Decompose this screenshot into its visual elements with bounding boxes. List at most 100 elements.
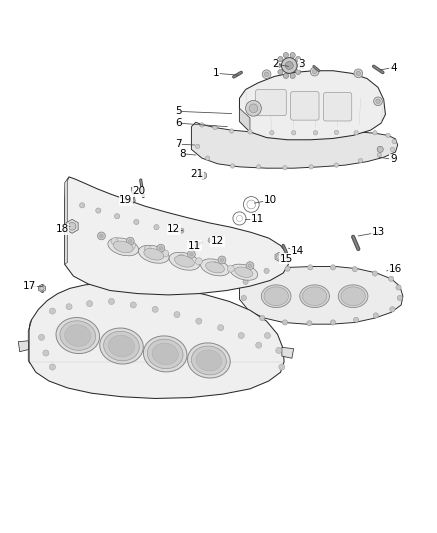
FancyBboxPatch shape: [323, 93, 352, 121]
Text: 12: 12: [211, 236, 224, 246]
Circle shape: [134, 219, 139, 224]
Text: 8: 8: [179, 149, 186, 159]
Circle shape: [200, 123, 204, 127]
Circle shape: [157, 244, 165, 252]
Circle shape: [276, 63, 281, 68]
Circle shape: [97, 232, 105, 240]
Ellipse shape: [235, 267, 253, 277]
Circle shape: [128, 242, 135, 249]
Ellipse shape: [147, 339, 183, 369]
Polygon shape: [275, 253, 283, 261]
Circle shape: [392, 139, 396, 144]
Circle shape: [248, 130, 252, 134]
Polygon shape: [65, 177, 288, 295]
Ellipse shape: [65, 325, 91, 346]
Polygon shape: [66, 219, 78, 233]
Circle shape: [130, 302, 136, 308]
Circle shape: [276, 254, 281, 259]
Circle shape: [330, 320, 336, 325]
Text: 20: 20: [132, 187, 146, 196]
Circle shape: [243, 279, 248, 285]
Circle shape: [208, 238, 213, 243]
Circle shape: [256, 342, 262, 348]
Ellipse shape: [264, 287, 288, 305]
Circle shape: [195, 258, 202, 265]
Circle shape: [358, 158, 363, 163]
Circle shape: [397, 295, 402, 301]
Circle shape: [205, 156, 210, 160]
Circle shape: [128, 239, 132, 243]
Circle shape: [212, 262, 218, 269]
Circle shape: [49, 364, 55, 370]
Text: 18: 18: [55, 224, 69, 235]
Text: 10: 10: [264, 195, 277, 205]
Circle shape: [307, 321, 312, 326]
Circle shape: [295, 69, 301, 75]
Text: 2: 2: [272, 59, 279, 69]
Ellipse shape: [56, 318, 100, 353]
Text: 21: 21: [190, 169, 203, 179]
Ellipse shape: [174, 255, 194, 267]
Circle shape: [373, 131, 377, 135]
Polygon shape: [239, 108, 250, 132]
Ellipse shape: [201, 259, 229, 276]
Text: 17: 17: [23, 281, 36, 291]
FancyBboxPatch shape: [256, 90, 286, 116]
Polygon shape: [239, 71, 385, 140]
Circle shape: [278, 69, 283, 75]
Circle shape: [187, 251, 195, 258]
Circle shape: [213, 125, 217, 130]
Circle shape: [278, 56, 283, 62]
Ellipse shape: [60, 321, 96, 350]
Circle shape: [179, 228, 184, 233]
Circle shape: [218, 256, 226, 264]
Text: 13: 13: [371, 228, 385, 237]
Circle shape: [229, 129, 234, 133]
Circle shape: [154, 224, 159, 230]
Circle shape: [396, 285, 401, 290]
Text: 4: 4: [390, 63, 397, 72]
Circle shape: [281, 58, 297, 74]
Circle shape: [111, 238, 118, 245]
Circle shape: [334, 163, 339, 167]
Circle shape: [200, 172, 207, 179]
Ellipse shape: [196, 350, 222, 371]
Circle shape: [373, 313, 378, 318]
Circle shape: [80, 203, 85, 208]
Polygon shape: [38, 285, 45, 292]
Circle shape: [196, 318, 202, 324]
Circle shape: [377, 153, 382, 157]
Circle shape: [352, 266, 357, 272]
Circle shape: [246, 100, 261, 116]
Circle shape: [270, 131, 274, 135]
Circle shape: [264, 333, 271, 338]
Text: 9: 9: [390, 155, 397, 165]
Ellipse shape: [187, 343, 230, 378]
Circle shape: [282, 320, 288, 325]
Circle shape: [238, 333, 244, 338]
Circle shape: [388, 276, 394, 281]
Circle shape: [108, 298, 114, 304]
Circle shape: [376, 99, 380, 103]
Polygon shape: [282, 348, 294, 358]
Text: 5: 5: [175, 107, 182, 116]
Ellipse shape: [144, 248, 164, 260]
Circle shape: [264, 72, 269, 76]
Circle shape: [43, 350, 49, 356]
Circle shape: [264, 268, 269, 273]
Ellipse shape: [108, 238, 139, 256]
Ellipse shape: [205, 262, 225, 273]
Text: 14: 14: [291, 246, 304, 256]
Circle shape: [40, 286, 44, 290]
Circle shape: [312, 69, 317, 74]
Circle shape: [260, 316, 265, 321]
Text: 7: 7: [175, 139, 182, 149]
Text: 1: 1: [213, 68, 220, 78]
Circle shape: [227, 265, 234, 272]
Circle shape: [218, 325, 224, 331]
Circle shape: [356, 71, 361, 76]
Circle shape: [49, 308, 55, 314]
Ellipse shape: [152, 343, 178, 365]
Polygon shape: [239, 266, 403, 324]
FancyBboxPatch shape: [291, 92, 319, 120]
